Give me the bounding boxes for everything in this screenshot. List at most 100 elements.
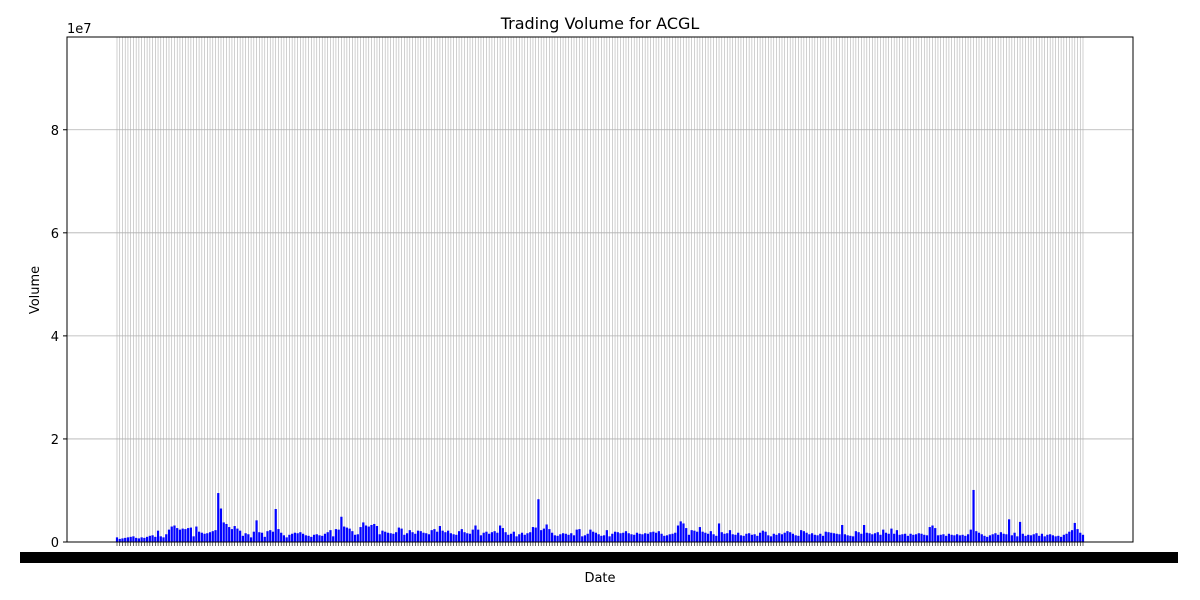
bar (307, 535, 310, 542)
bar (178, 529, 182, 542)
bar (676, 525, 680, 542)
bar (414, 533, 417, 542)
bar (1049, 534, 1052, 542)
bar (657, 531, 660, 542)
bar (1062, 534, 1065, 542)
bar (515, 536, 518, 542)
bar (966, 534, 970, 542)
bar (909, 533, 912, 542)
bar (800, 530, 803, 542)
bar (947, 533, 951, 542)
bar (258, 532, 261, 542)
bar (419, 531, 422, 542)
bar (509, 533, 513, 542)
bar (679, 521, 682, 542)
bar (701, 531, 704, 542)
bar (778, 533, 781, 542)
bar (488, 533, 491, 542)
bar (559, 534, 562, 542)
bar (416, 530, 420, 542)
bar (734, 534, 737, 542)
plot-frame (66, 36, 1134, 543)
bar (942, 534, 945, 542)
bar (561, 533, 565, 542)
bar (351, 531, 354, 542)
bar (217, 493, 220, 542)
bar (482, 532, 485, 542)
bar (397, 527, 400, 542)
bar (337, 529, 340, 542)
bar (165, 534, 168, 542)
bar (1038, 535, 1041, 542)
bar (247, 534, 250, 542)
bar (646, 533, 649, 542)
bar (173, 525, 176, 542)
bar (988, 535, 992, 542)
bar (140, 537, 143, 542)
bar (644, 533, 647, 542)
bar (392, 533, 395, 542)
bar (884, 532, 888, 542)
bar (980, 534, 983, 542)
bar (449, 533, 452, 542)
bar (211, 531, 214, 542)
bar (904, 533, 907, 542)
bar (630, 534, 633, 542)
bar (1081, 534, 1085, 542)
bar (359, 527, 362, 542)
bar (898, 534, 901, 542)
bar (167, 529, 171, 542)
bar (1065, 533, 1068, 542)
bar (343, 526, 346, 542)
bar (789, 532, 792, 542)
bar (501, 528, 504, 542)
bar (578, 529, 581, 542)
bar (808, 534, 811, 542)
bar (269, 530, 272, 542)
bar (523, 534, 526, 542)
bar (430, 530, 433, 542)
bar (115, 537, 119, 542)
bar (1054, 536, 1057, 542)
bar (893, 533, 896, 542)
bar (572, 535, 576, 542)
bar (999, 532, 1002, 542)
bar (663, 535, 666, 542)
bar (192, 536, 195, 542)
bar (556, 535, 559, 542)
bar (674, 532, 677, 542)
x-tick-labels-overlap (20, 552, 1178, 563)
bar (641, 534, 644, 542)
bar (605, 530, 608, 542)
bar (939, 534, 942, 542)
bar (698, 527, 701, 542)
plot-background (67, 37, 1133, 542)
bar (589, 529, 592, 542)
bar (914, 534, 918, 542)
bar (471, 529, 474, 542)
bar (1035, 533, 1038, 542)
bar (332, 536, 335, 542)
bar (964, 535, 967, 542)
bar (545, 524, 548, 542)
bar (769, 536, 773, 542)
bar (228, 527, 231, 542)
bar (712, 534, 715, 542)
bar (690, 530, 693, 542)
bar (635, 532, 639, 542)
bar (189, 527, 192, 542)
bar (723, 533, 726, 542)
bar (375, 526, 379, 542)
y-scale-label: 1e7 (67, 22, 92, 37)
bar (348, 528, 351, 542)
bar (868, 533, 871, 542)
bar (830, 532, 833, 542)
bar (1076, 529, 1079, 542)
bar (879, 534, 882, 542)
bar (239, 530, 242, 542)
bar (291, 533, 294, 542)
bar (616, 532, 619, 542)
bar (444, 532, 447, 542)
bar (660, 533, 663, 542)
bar (460, 529, 463, 542)
